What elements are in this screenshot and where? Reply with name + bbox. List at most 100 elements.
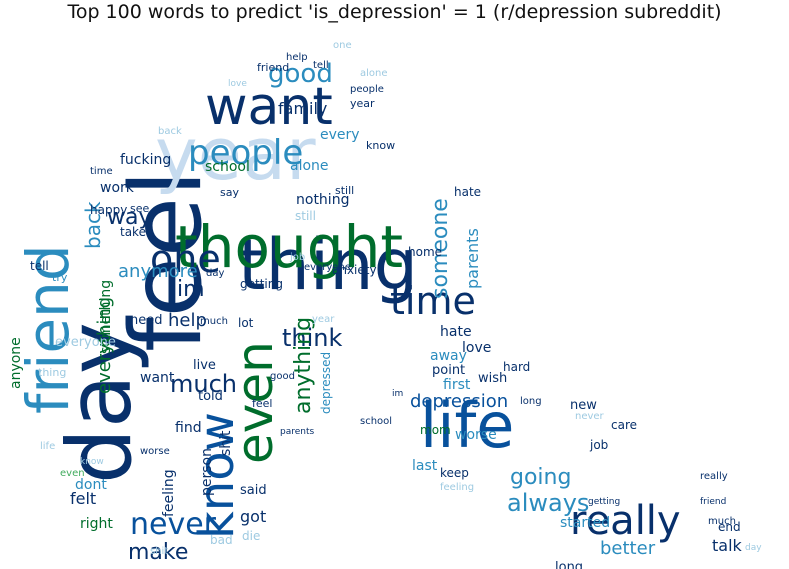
cloud-word-every: every	[320, 127, 360, 143]
cloud-word-really: really	[570, 498, 681, 544]
cloud-word-much: much	[170, 370, 237, 398]
cloud-word-im: im	[392, 389, 403, 399]
cloud-word-everyone: everyone	[55, 335, 116, 350]
cloud-word-wish: wish	[478, 371, 507, 386]
cloud-word-year: year	[155, 112, 316, 196]
cloud-word-end: end	[718, 520, 741, 534]
cloud-word-never: never	[130, 507, 217, 542]
cloud-word-alone: alone	[360, 68, 388, 79]
cloud-word-even: even	[60, 468, 85, 479]
cloud-word-thought: thought	[175, 213, 403, 281]
cloud-word-last: last	[412, 458, 438, 474]
cloud-word-fucking: fucking	[120, 152, 171, 168]
cloud-word-new: new	[570, 398, 597, 413]
cloud-word-work: work	[100, 180, 135, 196]
cloud-word-school: school	[205, 159, 250, 175]
cloud-word-friend: friend	[14, 244, 82, 414]
cloud-word-still: still	[335, 184, 354, 197]
cloud-word-home: home	[408, 245, 442, 259]
cloud-word-people: people	[188, 133, 303, 173]
cloud-word-anymore: anymore	[118, 261, 198, 282]
page-title: Top 100 words to predict 'is_depression'…	[67, 1, 722, 23]
cloud-word-see: see	[130, 202, 149, 215]
cloud-word-depression: depression	[410, 391, 508, 412]
cloud-word-much: much	[200, 316, 228, 327]
cloud-word-dont: dont	[75, 477, 107, 493]
cloud-word-mom: mom	[420, 423, 451, 437]
cloud-word-live: live	[193, 358, 216, 373]
cloud-word-long: long	[520, 396, 542, 407]
cloud-word-say: say	[220, 186, 239, 199]
cloud-word-better: better	[600, 538, 656, 559]
cloud-word-felt: felt	[70, 489, 96, 508]
cloud-word-good: good	[268, 59, 333, 89]
cloud-word-way: way	[107, 205, 152, 230]
cloud-word-back: back	[81, 201, 105, 249]
cloud-word-want: want	[140, 370, 175, 386]
cloud-word-back: back	[158, 126, 182, 137]
cloud-word-someone: someone	[428, 198, 453, 299]
cloud-word-said: said	[240, 483, 267, 498]
cloud-word-much: much	[708, 516, 736, 527]
cloud-word-parents: parents	[280, 427, 315, 437]
cloud-word-day: day	[206, 268, 224, 279]
cloud-word-feeling: feeling	[161, 469, 177, 517]
cloud-word-die: die	[242, 529, 260, 543]
cloud-word-think: think	[282, 324, 343, 352]
cloud-word-everything: everything	[94, 297, 115, 394]
cloud-word-feeling: feeling	[440, 482, 474, 493]
cloud-word-started: started	[560, 515, 610, 531]
cloud-word-shit: shit	[218, 430, 234, 456]
cloud-word-anything: anything	[291, 317, 316, 414]
cloud-word-job: job	[289, 252, 305, 263]
cloud-word-told: told	[198, 389, 223, 404]
cloud-word-person: person	[199, 448, 215, 496]
cloud-word-try: try	[52, 271, 68, 284]
cloud-word-time: time	[90, 166, 113, 177]
cloud-word-hard: hard	[503, 360, 530, 374]
cloud-word-know: know	[189, 412, 245, 539]
cloud-word-job: job	[589, 438, 608, 452]
cloud-word-anyone: anyone	[8, 337, 24, 389]
cloud-word-friend: friend	[257, 61, 289, 74]
cloud-word-year: year	[312, 314, 335, 325]
cloud-word-family: family	[278, 99, 327, 118]
cloud-word-really: really	[700, 471, 728, 482]
cloud-word-help: help	[168, 310, 207, 331]
cloud-word-depressed: depressed	[319, 352, 333, 414]
cloud-word-tell: tell	[30, 259, 49, 273]
cloud-word-keep: keep	[440, 466, 469, 480]
cloud-word-bad: bad	[210, 533, 233, 547]
cloud-word-something: something	[98, 280, 114, 354]
cloud-word-love: love	[462, 340, 491, 356]
cloud-word-worse: worse	[455, 427, 497, 443]
cloud-word-day: day	[745, 543, 762, 553]
cloud-word-need: need	[130, 313, 163, 328]
cloud-word-nothing: nothing	[296, 192, 349, 208]
cloud-word-got: got	[240, 507, 266, 526]
cloud-word-getting: getting	[588, 497, 620, 507]
cloud-word-first: first	[443, 377, 471, 393]
cloud-word-anxiety: anxiety	[332, 263, 377, 277]
cloud-word-one: one	[333, 40, 352, 51]
cloud-word-tell: tell	[313, 60, 329, 71]
cloud-word-im: im	[177, 277, 205, 302]
cloud-word-school: school	[360, 416, 392, 427]
cloud-word-take: take	[120, 225, 146, 239]
cloud-word-time: time	[390, 279, 476, 323]
cloud-word-know: know	[80, 457, 104, 467]
cloud-word-hate: hate	[440, 324, 472, 340]
cloud-word-life: life	[40, 441, 55, 452]
cloud-word-one: one	[150, 237, 221, 281]
cloud-word-everyone: everyone	[304, 262, 351, 273]
cloud-word-getting: getting	[240, 277, 283, 291]
cloud-word-people: people	[350, 84, 384, 95]
cloud-word-want: want	[205, 77, 333, 137]
cloud-word-thing: thing	[38, 366, 66, 379]
cloud-word-life: life	[420, 389, 514, 462]
cloud-word-going: going	[510, 465, 571, 490]
cloud-word-parents: parents	[463, 228, 482, 289]
cloud-word-thing: thing	[238, 224, 418, 306]
word-cloud: feeldayyearthingthoughtwantlifefriendpeo…	[8, 40, 762, 569]
cloud-word-day: day	[48, 322, 151, 484]
